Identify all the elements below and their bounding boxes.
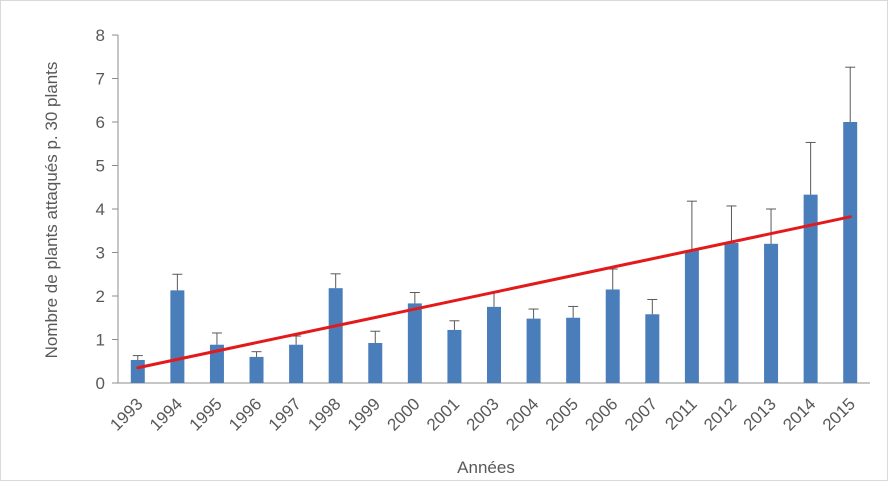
bar (209, 344, 224, 383)
x-tick-label: 2005 (542, 394, 582, 434)
x-tick-label: 2001 (423, 394, 463, 434)
x-axis: 1993 1994 1995 1996 1997 1998 1999 2000 2001 2003… (106, 382, 870, 435)
bar-series (130, 122, 858, 383)
bar (526, 318, 541, 383)
bar (764, 243, 779, 383)
x-tick-label: 2014 (779, 394, 819, 434)
x-tick-label: 1994 (146, 394, 186, 434)
y-tick-label: 4 (96, 200, 105, 219)
y-tick-label: 7 (96, 70, 105, 89)
x-tick-label: 1998 (304, 394, 344, 434)
x-tick-label: 2013 (740, 394, 780, 434)
bar (407, 303, 422, 383)
x-tick-label: 2012 (700, 394, 740, 434)
y-tick-label: 8 (96, 26, 105, 45)
bar (328, 288, 343, 383)
y-axis-title: Nombre de plants attaqués p. 30 plants (42, 62, 61, 359)
x-tick-label: 2003 (463, 394, 503, 434)
bar (645, 314, 660, 383)
bar (130, 359, 145, 383)
bar (170, 290, 185, 383)
bar (605, 289, 620, 383)
x-tick-label: 2011 (661, 394, 700, 433)
bar (368, 342, 383, 383)
bar (566, 317, 581, 383)
bar (684, 250, 699, 383)
x-tick-label: 2015 (819, 394, 859, 434)
x-tick-label: 2004 (502, 394, 542, 434)
y-axis: 0 1 2 3 4 5 6 7 8 (96, 26, 119, 393)
bar (487, 306, 501, 383)
x-axis-title: Années (457, 458, 515, 477)
x-tick-label: 1995 (186, 394, 226, 434)
y-tick-label: 2 (96, 287, 105, 306)
bar (447, 329, 462, 383)
x-tick-label: 2007 (621, 394, 661, 434)
y-tick-label: 1 (96, 331, 105, 350)
y-tick-label: 5 (96, 157, 105, 176)
x-tick-label: 2006 (581, 394, 621, 434)
bar (724, 242, 739, 383)
bar (289, 344, 304, 383)
trendline-line (136, 215, 852, 370)
y-tick-label: 3 (96, 244, 105, 263)
x-tick-label: 1996 (225, 394, 265, 434)
bar (803, 194, 818, 383)
x-tick-label: 1993 (106, 394, 146, 434)
x-tick-label: 1999 (344, 394, 384, 434)
trendline (136, 215, 852, 370)
bar (843, 122, 858, 383)
x-tick-label: 2000 (383, 394, 423, 434)
y-tick-label: 6 (96, 113, 105, 132)
bar (249, 356, 264, 383)
y-tick-label: 0 (96, 374, 105, 393)
x-tick-label: 1997 (265, 394, 305, 434)
